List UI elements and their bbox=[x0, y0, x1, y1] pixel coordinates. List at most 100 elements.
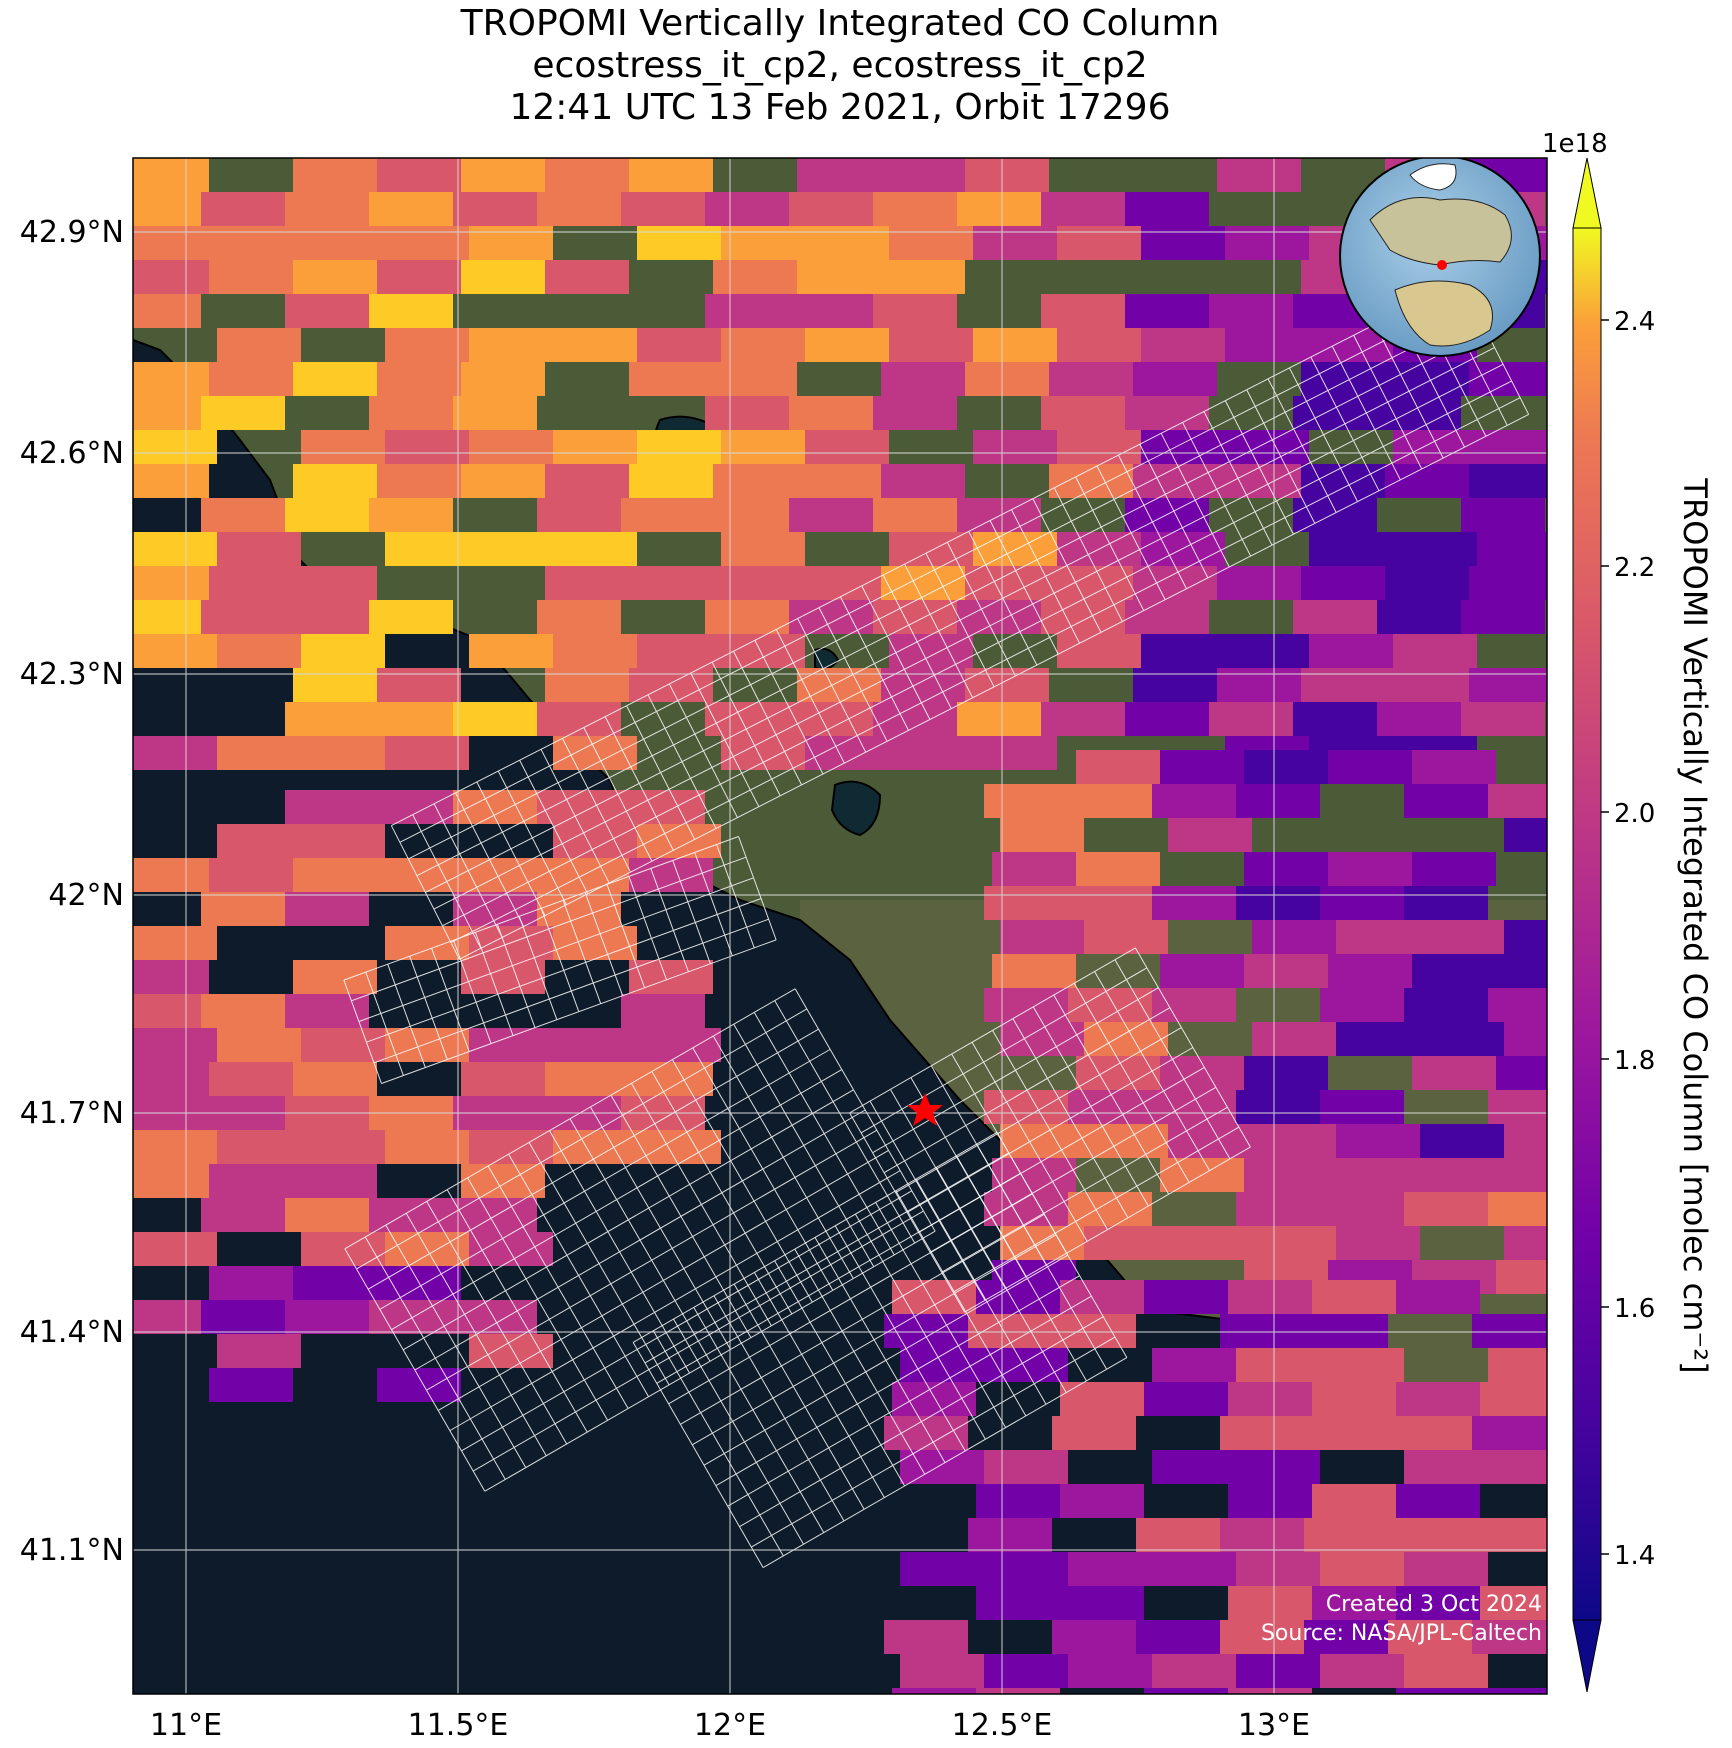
tropomi-pixel bbox=[1461, 600, 1545, 634]
tropomi-pixel bbox=[1052, 1620, 1136, 1654]
tropomi-pixel bbox=[301, 736, 385, 770]
tropomi-pixel bbox=[1141, 328, 1225, 362]
site-star-marker bbox=[907, 1093, 943, 1126]
tropomi-pixel bbox=[1144, 1382, 1228, 1416]
tropomi-pixel bbox=[1320, 1654, 1404, 1688]
tropomi-pixel bbox=[1412, 954, 1496, 988]
tropomi-pixel bbox=[553, 736, 637, 770]
tropomi-pixel bbox=[1076, 852, 1160, 886]
tropomi-pixel bbox=[1057, 634, 1141, 668]
tropomi-pixel bbox=[957, 702, 1041, 736]
tropomi-pixel bbox=[133, 858, 209, 892]
tropomi-pixel bbox=[1041, 192, 1125, 226]
tropomi-pixel bbox=[1068, 1654, 1152, 1688]
tropomi-pixel bbox=[1052, 1314, 1136, 1348]
tropomi-pixel bbox=[1228, 1484, 1312, 1518]
tropomi-pixel bbox=[1480, 1688, 1547, 1694]
tropomi-pixel bbox=[1236, 1654, 1320, 1688]
tropomi-pixel bbox=[1225, 226, 1309, 260]
tropomi-pixel bbox=[1228, 1688, 1312, 1694]
tropomi-pixel bbox=[1000, 920, 1084, 954]
tropomi-pixel bbox=[1141, 226, 1225, 260]
tropomi-pixel bbox=[973, 226, 1057, 260]
tropomi-pixel bbox=[293, 260, 377, 294]
tropomi-pixel bbox=[133, 396, 201, 430]
tropomi-pixel bbox=[133, 960, 209, 994]
tropomi-pixel bbox=[133, 260, 209, 294]
lake-bracciano bbox=[830, 780, 882, 837]
tropomi-pixel bbox=[629, 1062, 713, 1096]
tropomi-pixel bbox=[629, 158, 713, 192]
tropomi-pixel bbox=[1228, 1586, 1312, 1620]
tropomi-pixel bbox=[1469, 362, 1547, 396]
tropomi-pixel bbox=[377, 260, 461, 294]
tropomi-pixel bbox=[1393, 430, 1477, 464]
lon-tick-label: 11°E bbox=[150, 1708, 222, 1743]
tropomi-pixel bbox=[1328, 1158, 1412, 1192]
tropomi-pixel bbox=[201, 600, 285, 634]
lat-tick-label: 41.7°N bbox=[20, 1096, 124, 1131]
tropomi-pixel bbox=[301, 634, 385, 668]
tropomi-pixel bbox=[369, 790, 453, 824]
tropomi-pixel bbox=[369, 396, 453, 430]
tropomi-pixel bbox=[553, 430, 637, 464]
tropomi-pixel bbox=[1504, 1022, 1547, 1056]
tropomi-pixel bbox=[1060, 1280, 1144, 1314]
tropomi-pixel bbox=[1472, 1314, 1547, 1348]
tropomi-pixel bbox=[1049, 362, 1133, 396]
tropomi-pixel bbox=[992, 954, 1076, 988]
tropomi-pixel bbox=[209, 1266, 293, 1300]
tropomi-pixel bbox=[217, 736, 301, 770]
tropomi-pixel bbox=[1404, 1654, 1488, 1688]
tropomi-pixel bbox=[1388, 1518, 1472, 1552]
tropomi-pixel bbox=[133, 158, 209, 192]
tropomi-pixel bbox=[1228, 1280, 1312, 1314]
tropomi-pixel bbox=[900, 1450, 984, 1484]
tropomi-pixel bbox=[957, 498, 1041, 532]
tropomi-pixel bbox=[377, 1368, 461, 1402]
tropomi-pixel bbox=[1236, 1450, 1320, 1484]
tropomi-pixel bbox=[721, 328, 805, 362]
tropomi-pixel bbox=[1336, 1226, 1420, 1260]
tropomi-pixel bbox=[217, 532, 301, 566]
tropomi-pixel bbox=[1312, 1280, 1396, 1314]
tropomi-pixel bbox=[984, 784, 1068, 818]
tropomi-pixel bbox=[1057, 430, 1141, 464]
tropomi-pixel bbox=[1228, 1382, 1312, 1416]
colorbar-tick-label: 2.0 bbox=[1614, 799, 1655, 829]
tropomi-pixel bbox=[377, 464, 461, 498]
tropomi-pixel bbox=[285, 702, 369, 736]
tropomi-pixel bbox=[1504, 920, 1547, 954]
tropomi-pixel bbox=[1304, 1518, 1388, 1552]
tropomi-pixel bbox=[369, 294, 453, 328]
tropomi-pixel bbox=[1377, 600, 1461, 634]
colorbar-gradient bbox=[1572, 227, 1602, 1621]
tropomi-pixel bbox=[1041, 294, 1125, 328]
tropomi-pixel bbox=[301, 430, 385, 464]
tropomi-pixel bbox=[293, 362, 377, 396]
tropomi-pixel bbox=[209, 566, 293, 600]
tropomi-pixel bbox=[1168, 1226, 1252, 1260]
tropomi-pixel bbox=[1477, 430, 1547, 464]
tropomi-pixel bbox=[133, 362, 209, 396]
tropomi-pixel bbox=[545, 1062, 629, 1096]
tropomi-pixel bbox=[133, 634, 217, 668]
tropomi-pixel bbox=[984, 1090, 1068, 1124]
tropomi-pixel bbox=[1477, 532, 1547, 566]
tropomi-pixel bbox=[1420, 1022, 1504, 1056]
tropomi-pixel bbox=[1041, 396, 1125, 430]
tropomi-pixel bbox=[453, 192, 537, 226]
tropomi-pixel bbox=[1244, 1056, 1328, 1090]
tropomi-pixel bbox=[1236, 1348, 1320, 1382]
tropomi-pixel bbox=[1496, 954, 1547, 988]
tropomi-pixel bbox=[1488, 1348, 1547, 1382]
tropomi-pixel bbox=[1293, 498, 1377, 532]
tropomi-pixel bbox=[797, 158, 881, 192]
tropomi-pixel bbox=[984, 1654, 1068, 1688]
tropomi-pixel bbox=[1320, 1090, 1404, 1124]
tropomi-pixel bbox=[469, 1334, 553, 1368]
tropomi-pixel bbox=[537, 192, 621, 226]
tropomi-pixel bbox=[984, 1552, 1068, 1586]
tropomi-pixel bbox=[973, 328, 1057, 362]
tropomi-pixel bbox=[461, 158, 545, 192]
